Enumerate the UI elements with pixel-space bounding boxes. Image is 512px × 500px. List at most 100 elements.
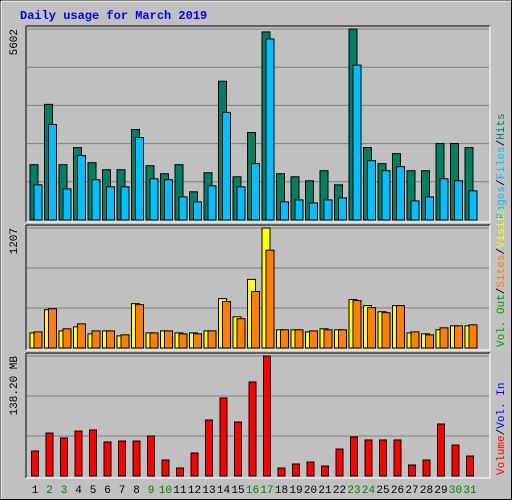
bar [120, 186, 130, 221]
bar [60, 437, 68, 477]
bar [396, 305, 405, 349]
x-tick-label: 6 [104, 485, 111, 497]
bar [251, 291, 260, 349]
x-tick-label: 3 [61, 485, 68, 497]
bar [292, 463, 300, 477]
bar [338, 329, 347, 349]
bar [193, 333, 202, 349]
bar [31, 450, 39, 477]
legend-separator: / [496, 179, 508, 186]
bar [379, 439, 387, 477]
legend-entry: Files [496, 146, 508, 179]
bar [248, 381, 257, 477]
bar [263, 355, 271, 477]
bar [205, 419, 213, 477]
legend: Pages/Files/Hits [496, 113, 508, 219]
x-tick-label: 26 [391, 485, 404, 497]
x-tick-label: 29 [434, 485, 447, 497]
legend-separator: / [496, 288, 508, 295]
bar [135, 304, 144, 349]
bar [393, 439, 402, 477]
bar [236, 318, 246, 349]
bar [408, 464, 416, 477]
x-tick-label: 31 [463, 485, 477, 497]
legend-entry: Volume [496, 435, 508, 475]
bar [45, 432, 54, 477]
bar [178, 196, 188, 221]
bar [91, 330, 101, 349]
bar [410, 331, 420, 349]
legend: Vol. Out/Sites/Visits [496, 208, 508, 347]
bar [352, 64, 362, 221]
x-tick-label: 17 [260, 485, 273, 497]
bar [468, 190, 478, 221]
bar [234, 421, 242, 477]
bar [381, 312, 391, 349]
x-tick-label: 27 [405, 485, 418, 497]
legend-entry: Hits [496, 113, 508, 139]
bar [251, 163, 260, 221]
bar [147, 435, 155, 477]
bar [280, 329, 289, 349]
bar [352, 300, 362, 349]
bar [236, 186, 246, 221]
x-tick-label: 11 [173, 485, 187, 497]
bar [161, 459, 170, 477]
bar [106, 330, 115, 349]
bar [74, 430, 83, 477]
bar [306, 461, 315, 477]
x-tick-label: 15 [231, 485, 244, 497]
legend-separator: / [496, 248, 508, 255]
legend-entry: Visits [496, 208, 508, 248]
bar [280, 201, 289, 221]
bar [33, 184, 43, 221]
bar [164, 330, 173, 349]
bar [425, 334, 434, 349]
bar [176, 467, 184, 477]
bar [118, 440, 126, 477]
x-tick-label: 23 [347, 485, 360, 497]
bar [207, 185, 217, 221]
bar [309, 202, 318, 221]
x-tick-label: 20 [304, 485, 317, 497]
bar [439, 178, 449, 221]
bar [89, 429, 97, 477]
x-tick-label: 24 [362, 485, 376, 497]
bar [323, 329, 333, 349]
legend-entry: Pages [496, 186, 508, 219]
y-tick-label: 1207 [9, 228, 21, 254]
bar [207, 330, 217, 349]
bar [294, 199, 304, 221]
x-tick-label: 21 [318, 485, 332, 497]
x-tick-label: 14 [217, 485, 231, 497]
bar [367, 307, 376, 349]
bar [48, 308, 57, 349]
bar [335, 448, 344, 477]
bar [367, 160, 376, 221]
bar [422, 459, 431, 477]
bar [164, 179, 173, 221]
bar [77, 155, 86, 221]
x-tick-label: 12 [188, 485, 201, 497]
bar [178, 333, 188, 349]
bar [193, 201, 202, 221]
bar [135, 137, 144, 221]
x-tick-label: 4 [75, 485, 82, 497]
x-tick-label: 13 [202, 485, 215, 497]
x-tick-label: 16 [246, 485, 259, 497]
bar [381, 170, 391, 221]
chart-title: Daily usage for March 2019 [20, 9, 207, 23]
bar [451, 444, 460, 477]
bar [410, 200, 420, 221]
x-tick-label: 25 [376, 485, 389, 497]
legend-entry: Vol. Out [496, 294, 508, 347]
y-tick-label: 5602 [9, 29, 21, 55]
bar [277, 467, 286, 477]
bar [321, 465, 329, 477]
bar [48, 123, 57, 221]
bar [364, 439, 373, 477]
x-tick-label: 30 [449, 485, 462, 497]
legend-entry: Sites [496, 255, 508, 288]
bar [439, 327, 449, 349]
bar [309, 330, 318, 349]
